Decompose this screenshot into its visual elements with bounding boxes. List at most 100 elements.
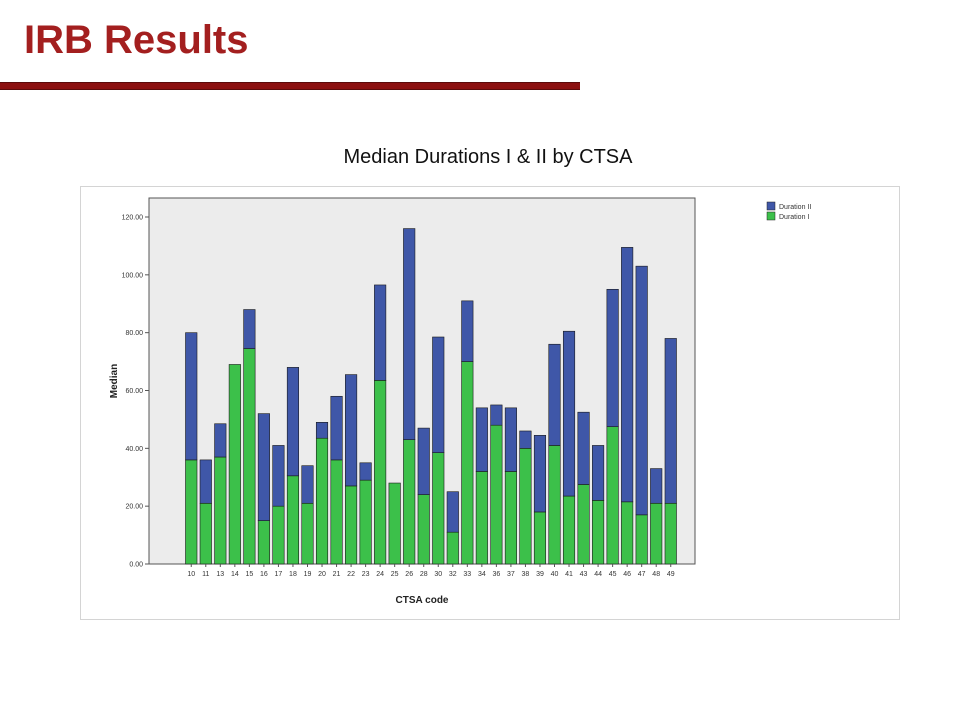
bar-duration-i — [606, 426, 619, 565]
bar-duration-i — [490, 424, 503, 565]
bar-duration-i — [475, 471, 488, 565]
y-tick-label: 120.00 — [122, 215, 144, 222]
bar-duration-ii — [417, 427, 430, 495]
bar-duration-ii — [577, 411, 590, 485]
bar-duration-ii — [330, 395, 343, 461]
y-axis-label: Median — [109, 364, 120, 398]
x-tick-label: 33 — [463, 571, 471, 578]
bar-duration-ii — [301, 465, 314, 504]
chart-frame: 0.00 20.00 40.00 60.00 80.00 100.00 120.00 10 1… — [80, 186, 900, 620]
y-tick-label: 80.00 — [125, 330, 143, 337]
bar-duration-i — [635, 514, 648, 565]
x-tick-label: 28 — [420, 571, 428, 578]
legend: Duration II Duration I — [766, 201, 811, 221]
bar-duration-ii — [272, 445, 285, 507]
bar-duration-ii — [199, 459, 212, 504]
bar-duration-ii — [243, 309, 256, 349]
bar-duration-ii — [475, 407, 488, 472]
x-tick-label: 30 — [434, 571, 442, 578]
bar-duration-i — [461, 361, 474, 565]
bar-duration-i — [359, 479, 372, 565]
bar-duration-ii — [635, 265, 648, 516]
x-tick-label: 16 — [260, 571, 268, 578]
bar-duration-i — [446, 531, 459, 565]
bar-duration-i — [664, 502, 677, 565]
bar-duration-i — [315, 437, 329, 565]
bar-duration-i — [272, 505, 285, 565]
bar-duration-ii — [621, 247, 634, 503]
x-tick-label: 11 — [202, 571, 209, 578]
x-tick-label: 38 — [522, 571, 530, 578]
bar-duration-i — [257, 520, 270, 565]
bar-duration-ii — [446, 491, 459, 533]
bar-duration-i — [592, 500, 605, 565]
bar-duration-ii — [650, 468, 663, 504]
x-tick-label: 23 — [362, 571, 370, 578]
bar-duration-i — [374, 380, 387, 565]
x-tick-label: 40 — [551, 571, 559, 578]
x-tick-label: 46 — [623, 571, 631, 578]
x-tick-label: 49 — [667, 571, 675, 578]
x-tick-label: 10 — [187, 571, 195, 578]
x-tick-label: 47 — [638, 571, 646, 578]
bar-duration-ii — [519, 430, 532, 449]
bar-duration-i — [301, 502, 314, 565]
legend-label-duration-i: Duration I — [779, 214, 809, 221]
bar-duration-ii — [592, 445, 605, 501]
bar-duration-ii — [403, 228, 416, 440]
bar-duration-i — [650, 502, 663, 565]
x-tick-label: 36 — [492, 571, 500, 578]
x-axis: 10 11 13 14 15 16 17 18 19 20 21 22 23 24 25 26 28 30 32 33… — [187, 564, 675, 578]
x-tick-label: 14 — [231, 571, 239, 578]
x-tick-label: 24 — [376, 571, 384, 578]
bar-duration-ii — [606, 288, 619, 427]
x-tick-label: 22 — [347, 571, 355, 578]
bar-duration-i — [417, 494, 430, 565]
legend-swatch-duration-i — [766, 211, 776, 221]
bar-duration-i — [403, 439, 416, 565]
x-tick-label: 17 — [275, 571, 283, 578]
slide-title: IRB Results — [24, 18, 249, 62]
x-tick-label: 45 — [609, 571, 617, 578]
y-tick-label: 60.00 — [125, 388, 143, 395]
bar-duration-ii — [504, 407, 517, 472]
bar-duration-i — [228, 364, 241, 565]
bar-duration-ii — [432, 336, 445, 453]
x-tick-label: 37 — [507, 571, 515, 578]
x-tick-label: 19 — [304, 571, 312, 578]
bar-duration-i — [519, 448, 532, 565]
bar-duration-i — [243, 348, 256, 565]
bar-duration-ii — [257, 413, 270, 521]
title-rule — [0, 82, 580, 90]
bar-duration-ii — [562, 330, 576, 497]
x-tick-label: 48 — [652, 571, 660, 578]
y-tick-label: 0.00 — [129, 562, 143, 569]
x-tick-label: 26 — [405, 571, 413, 578]
bar-duration-ii — [359, 462, 372, 481]
y-axis: 0.00 20.00 40.00 60.00 80.00 100.00 120.00 — [122, 215, 149, 569]
bar-duration-i — [330, 459, 343, 565]
x-tick-label: 44 — [594, 571, 602, 578]
bar-duration-i — [214, 456, 227, 565]
bar-duration-i — [548, 445, 561, 565]
x-tick-label: 18 — [289, 571, 297, 578]
bar-duration-i — [345, 485, 358, 565]
x-tick-label: 34 — [478, 571, 486, 578]
bar-duration-i — [388, 482, 401, 565]
bar-duration-i — [199, 502, 212, 565]
x-tick-label: 20 — [318, 571, 326, 578]
bar-duration-i — [621, 501, 634, 565]
x-tick-label: 41 — [565, 571, 573, 578]
bar-duration-ii — [185, 332, 198, 461]
y-tick-label: 20.00 — [125, 504, 143, 511]
chart-caption: Median Durations I & II by CTSA — [343, 146, 633, 168]
x-tick-label: 39 — [536, 571, 544, 578]
x-tick-label: 21 — [333, 571, 341, 578]
legend-label-duration-ii: Duration II — [779, 204, 811, 211]
x-tick-label: 13 — [216, 571, 224, 578]
x-tick-label: 32 — [449, 571, 457, 578]
bar-duration-ii — [286, 367, 300, 477]
bar-duration-i — [286, 475, 300, 565]
bar-duration-ii — [214, 423, 227, 458]
